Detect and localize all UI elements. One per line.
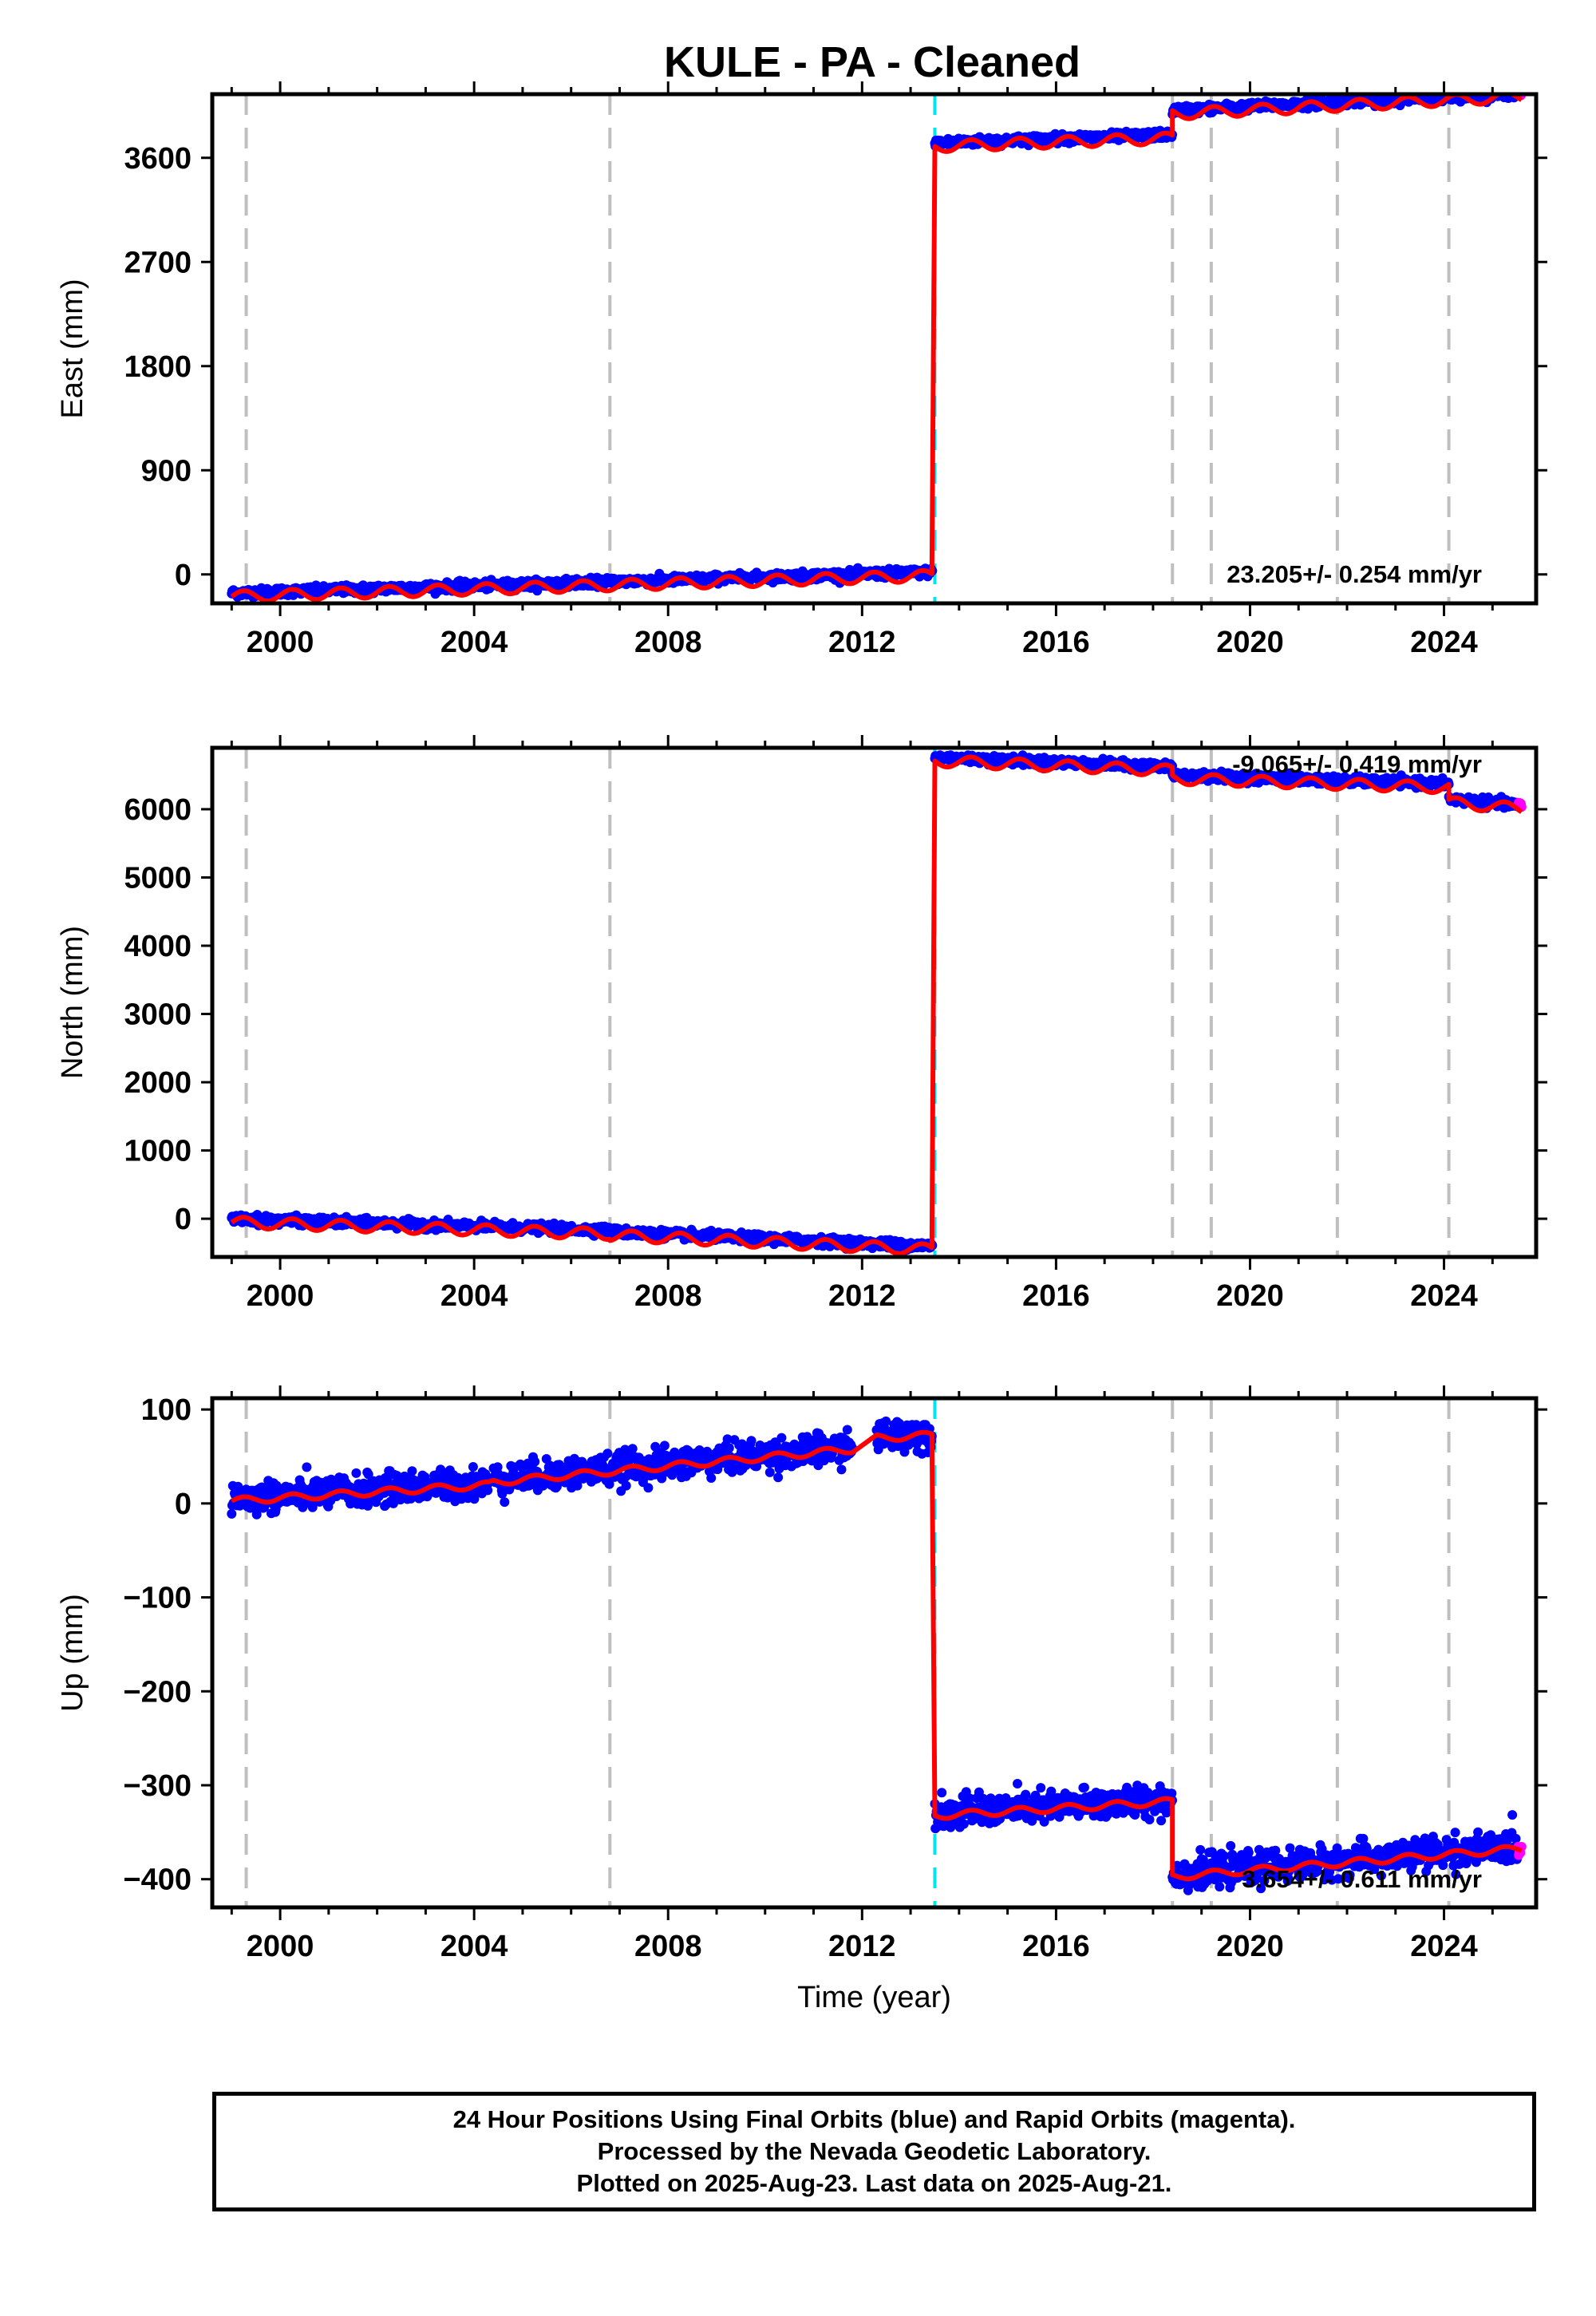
east-xtick-label: 2016 [1022, 626, 1090, 659]
east-ytick-label: 900 [141, 454, 192, 488]
east-plot-area [227, 84, 1526, 603]
north-ytick-label: 1000 [124, 1135, 192, 1168]
north-xtick-label: 2012 [828, 1279, 896, 1313]
north-scatter-points [227, 750, 1527, 1255]
north-ytick-label: 6000 [124, 793, 192, 827]
up-data-point [302, 1462, 312, 1472]
north-ytick-label: 4000 [124, 930, 192, 963]
north-ytick-label: 3000 [124, 998, 192, 1032]
chart-title: KULE - PA - Cleaned [664, 38, 1080, 86]
east-xtick-label: 2004 [440, 626, 508, 659]
east-xtick-label: 2024 [1410, 626, 1478, 659]
up-plot-area [227, 1398, 1527, 1907]
north-panel: 2000 2004 2008 2012 2016 2020 2024 0 1000 2000 300… [56, 735, 1547, 1313]
east-xtick-label: 2012 [828, 626, 896, 659]
north-rate-label: -9.065+/- 0.419 mm/yr [1232, 750, 1482, 778]
east-panel: 2000 2004 2008 2012 2016 2020 2024 0 900 1800 2700… [56, 81, 1547, 659]
east-scatter-points [227, 84, 1526, 603]
north-xtick-label: 2004 [440, 1279, 508, 1313]
north-xtick-label: 2008 [634, 1279, 702, 1313]
north-ylabel: North (mm) [56, 926, 89, 1079]
east-data-point [1514, 84, 1523, 93]
north-ytick-label: 0 [175, 1203, 192, 1236]
up-panel: 2000 2004 2008 2012 2016 2020 20241000−100−200… [56, 1385, 1547, 2014]
east-ytick-label: 3600 [124, 142, 192, 176]
east-ylabel: East (mm) [56, 279, 89, 418]
north-xtick-label: 2000 [247, 1279, 314, 1313]
east-ytick-label: 1800 [124, 350, 192, 384]
up-data-point [407, 1466, 417, 1476]
east-xtick-label: 2020 [1216, 626, 1284, 659]
east-rate-label: 23.205+/- 0.254 mm/yr [1227, 560, 1482, 588]
north-xtick-label: 2020 [1216, 1279, 1284, 1313]
east-ytick-label: 2700 [124, 246, 192, 279]
up-data-point [227, 1508, 237, 1519]
north-xtick-label: 2016 [1022, 1279, 1090, 1313]
north-xtick-label: 2024 [1410, 1279, 1478, 1313]
up-data-point [351, 1468, 361, 1478]
north-plot-area [227, 748, 1527, 1257]
north-ytick-label: 5000 [124, 861, 192, 895]
east-frame [210, 92, 1539, 606]
north-ytick-label: 2000 [124, 1066, 192, 1100]
east-model-line [230, 94, 1523, 603]
north-model-line [230, 754, 1523, 1256]
east-ytick-label: 0 [175, 559, 192, 592]
east-xtick-label: 2008 [634, 626, 702, 659]
east-xtick-label: 2000 [247, 626, 314, 659]
